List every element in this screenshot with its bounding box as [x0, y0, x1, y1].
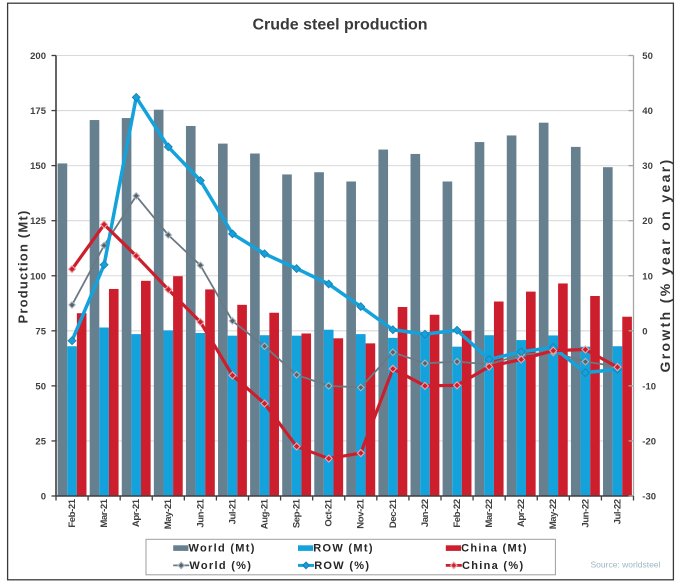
svg-text:125: 125 — [30, 216, 47, 227]
svg-text:175: 175 — [30, 106, 47, 117]
svg-text:Jun-22: Jun-22 — [580, 499, 591, 527]
svg-text:Jul-22: Jul-22 — [612, 499, 623, 524]
svg-text:0: 0 — [41, 492, 46, 503]
svg-text:40: 40 — [642, 106, 653, 117]
svg-text:Nov-21: Nov-21 — [356, 498, 367, 528]
svg-text:Mar-21: Mar-21 — [99, 498, 110, 527]
svg-text:50: 50 — [642, 51, 653, 62]
svg-text:Apr-22: Apr-22 — [516, 499, 527, 527]
svg-text:150: 150 — [30, 161, 46, 172]
svg-text:China (Mt): China (Mt) — [461, 543, 528, 555]
svg-text:World (Mt): World (Mt) — [189, 543, 256, 555]
svg-text:Crude steel production: Crude steel production — [252, 17, 427, 34]
svg-text:Mar-22: Mar-22 — [484, 499, 495, 527]
svg-text:Sep-21: Sep-21 — [292, 498, 303, 528]
svg-text:10: 10 — [642, 271, 653, 282]
svg-text:25: 25 — [35, 436, 46, 447]
svg-text:Jun-21: Jun-21 — [195, 498, 206, 527]
svg-text:-30: -30 — [642, 492, 656, 503]
svg-text:Growth (% year on year): Growth (% year on year) — [657, 157, 673, 372]
svg-text:China (%): China (%) — [462, 560, 524, 572]
svg-text:0: 0 — [642, 326, 647, 337]
svg-text:50: 50 — [35, 381, 46, 392]
svg-text:World (%): World (%) — [189, 560, 252, 572]
svg-text:-10: -10 — [642, 381, 656, 392]
svg-text:May-21: May-21 — [163, 498, 174, 529]
svg-text:Jul-21: Jul-21 — [227, 498, 238, 524]
svg-text:75: 75 — [35, 326, 46, 337]
svg-text:Feb-21: Feb-21 — [67, 498, 78, 527]
svg-text:20: 20 — [642, 216, 653, 227]
svg-text:200: 200 — [30, 51, 46, 62]
svg-text:Feb-22: Feb-22 — [452, 499, 463, 527]
svg-text:Jan-22: Jan-22 — [420, 499, 431, 527]
svg-text:100: 100 — [30, 271, 46, 282]
svg-text:Source: worldsteel: Source: worldsteel — [591, 560, 661, 570]
svg-text:30: 30 — [642, 161, 653, 172]
svg-text:Aug-21: Aug-21 — [259, 498, 270, 529]
svg-text:Production (Mt): Production (Mt) — [16, 209, 31, 323]
svg-text:Apr-21: Apr-21 — [131, 498, 142, 527]
svg-text:ROW (%): ROW (%) — [314, 560, 370, 572]
svg-text:Dec-21: Dec-21 — [388, 498, 399, 528]
svg-text:-20: -20 — [642, 436, 656, 447]
svg-text:Oct-21: Oct-21 — [324, 498, 335, 526]
svg-text:ROW (Mt): ROW (Mt) — [313, 543, 374, 555]
svg-text:May-22: May-22 — [548, 499, 559, 529]
